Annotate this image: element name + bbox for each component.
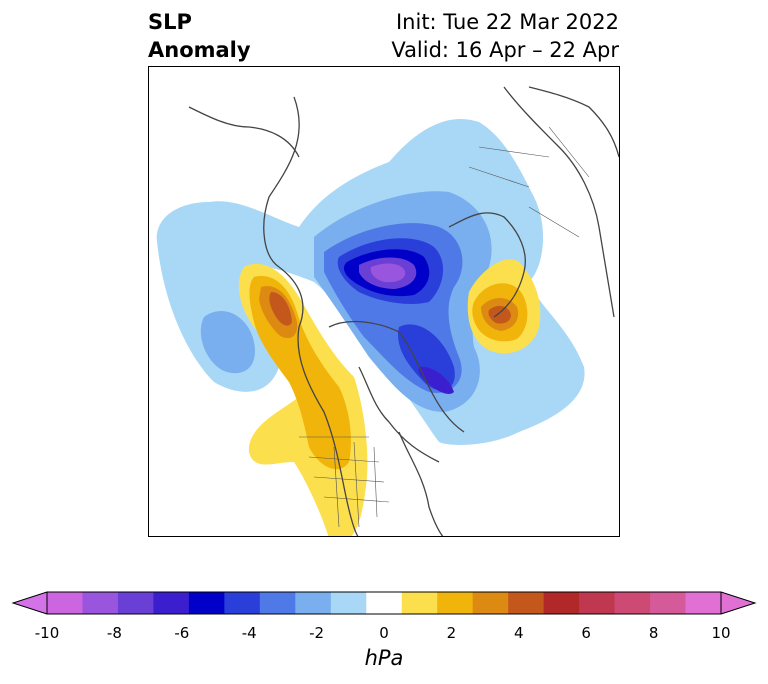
- colorbar-tick: 6: [581, 624, 591, 642]
- colorbar-segment: [330, 592, 367, 614]
- init-date: Init: Tue 22 Mar 2022: [395, 10, 619, 34]
- colorbar-segment: [366, 592, 403, 614]
- map-title: SLP Anomaly: [148, 8, 251, 64]
- colorbar-tick: 10: [711, 624, 731, 642]
- political-borders: [299, 126, 590, 528]
- colorbar-tick: 4: [514, 624, 524, 642]
- title-line-2: Anomaly: [148, 38, 251, 62]
- anomaly-region-neg-10: [418, 366, 454, 394]
- colorbar-segment: [82, 592, 119, 614]
- colorbar-segment: [472, 592, 509, 614]
- date-info: Init: Tue 22 Mar 2022 Valid: 16 Apr – 22…: [391, 8, 619, 64]
- colorbar-segment: [188, 592, 225, 614]
- anomaly-region-neg-9: [370, 263, 406, 283]
- colorbar-left-extend: [13, 592, 47, 614]
- valid-range: Valid: 16 Apr – 22 Apr: [391, 38, 619, 62]
- anomaly-region-pos-8: [488, 305, 511, 324]
- colorbar-right-extend: [721, 592, 755, 614]
- coastlines: [188, 86, 619, 536]
- colorbar-segment: [295, 592, 332, 614]
- colorbar-segment: [401, 592, 438, 614]
- colorbar-segment: [153, 592, 190, 614]
- colorbar-segment: [437, 592, 474, 614]
- colorbar-tick: 2: [446, 624, 457, 642]
- anomaly-region-pos-4: [269, 292, 292, 326]
- colorbar-segment: [614, 592, 651, 614]
- anomaly-region-neg-2: [200, 311, 255, 374]
- colorbar-segment: [508, 592, 545, 614]
- colorbar-segment: [117, 592, 154, 614]
- colorbar-segment: [579, 592, 616, 614]
- colorbar-segment: [47, 592, 83, 614]
- colorbar-segment: [259, 592, 296, 614]
- colorbar-segment: [543, 592, 580, 614]
- colorbar-segment: [650, 592, 687, 614]
- colorbar-tick: -6: [174, 624, 190, 642]
- colorbar-tick: 8: [648, 624, 659, 642]
- map-panel: [148, 66, 620, 537]
- colorbar-outline: [46, 591, 722, 615]
- colorbar-tick: -4: [241, 624, 257, 642]
- colorbar-segment: [224, 592, 261, 614]
- colorbar: [11, 591, 757, 615]
- colorbar-unit: hPa: [364, 646, 404, 670]
- colorbar-tick: -10: [34, 624, 60, 642]
- title-line-1: SLP: [148, 10, 192, 34]
- colorbar-tick: 0: [379, 624, 389, 642]
- colorbar-tick: -8: [106, 624, 122, 642]
- colorbar-tick: -2: [309, 624, 325, 642]
- anomaly-region-neg-6: [398, 324, 455, 391]
- colorbar-segment: [685, 592, 722, 614]
- anomaly-map: [156, 86, 619, 536]
